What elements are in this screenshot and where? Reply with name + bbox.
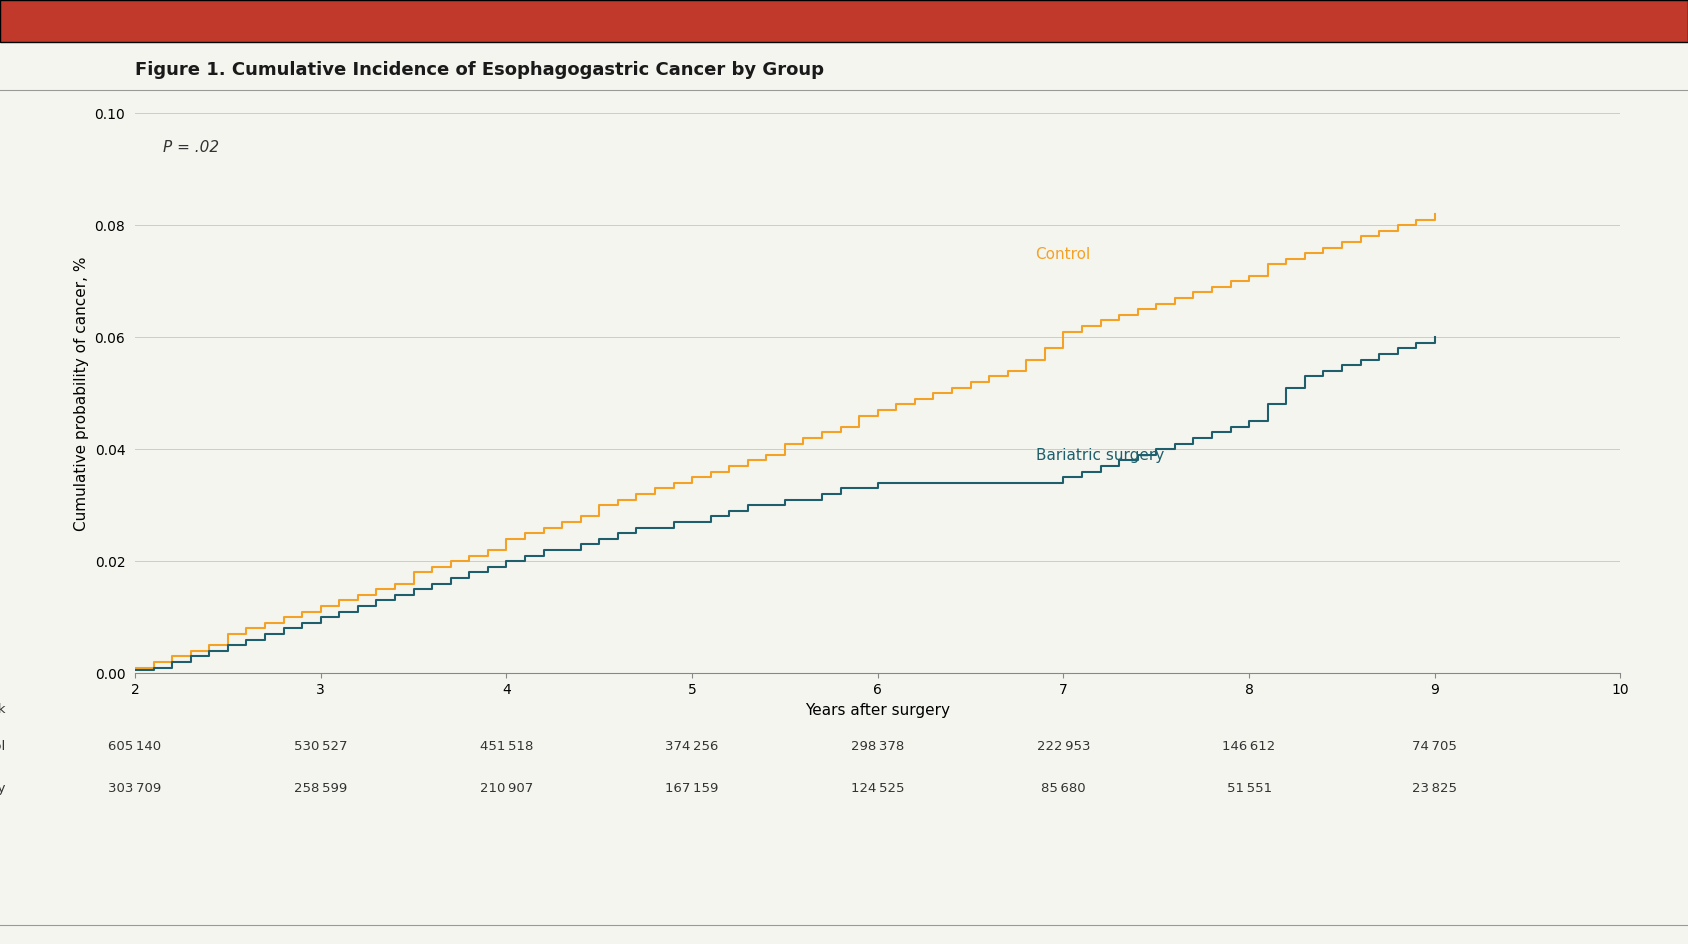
- Text: P = .02: P = .02: [162, 141, 219, 156]
- Text: 74 705: 74 705: [1413, 740, 1457, 753]
- Text: 222 953: 222 953: [1036, 740, 1090, 753]
- Text: Control: Control: [1036, 247, 1090, 261]
- Text: 530 527: 530 527: [294, 740, 348, 753]
- Text: Bariatric surgery: Bariatric surgery: [1036, 448, 1163, 464]
- Text: 210 907: 210 907: [479, 783, 533, 795]
- Text: 146 612: 146 612: [1222, 740, 1276, 753]
- X-axis label: Years after surgery: Years after surgery: [805, 702, 950, 717]
- Text: 258 599: 258 599: [294, 783, 348, 795]
- Text: No. at risk: No. at risk: [0, 703, 5, 716]
- Text: 167 159: 167 159: [665, 783, 719, 795]
- Text: Control: Control: [0, 740, 5, 753]
- Text: 23 825: 23 825: [1413, 783, 1457, 795]
- Y-axis label: Cumulative probability of cancer, %: Cumulative probability of cancer, %: [74, 256, 89, 531]
- Text: 51 551: 51 551: [1227, 783, 1271, 795]
- Text: 374 256: 374 256: [665, 740, 719, 753]
- Text: 303 709: 303 709: [108, 783, 162, 795]
- Text: Figure 1. Cumulative Incidence of Esophagogastric Cancer by Group: Figure 1. Cumulative Incidence of Esopha…: [135, 61, 824, 79]
- Text: 298 378: 298 378: [851, 740, 905, 753]
- Text: 451 518: 451 518: [479, 740, 533, 753]
- Text: 124 525: 124 525: [851, 783, 905, 795]
- Text: 85 680: 85 680: [1041, 783, 1085, 795]
- Text: Bariatric surgery: Bariatric surgery: [0, 783, 5, 795]
- Text: 605 140: 605 140: [108, 740, 162, 753]
